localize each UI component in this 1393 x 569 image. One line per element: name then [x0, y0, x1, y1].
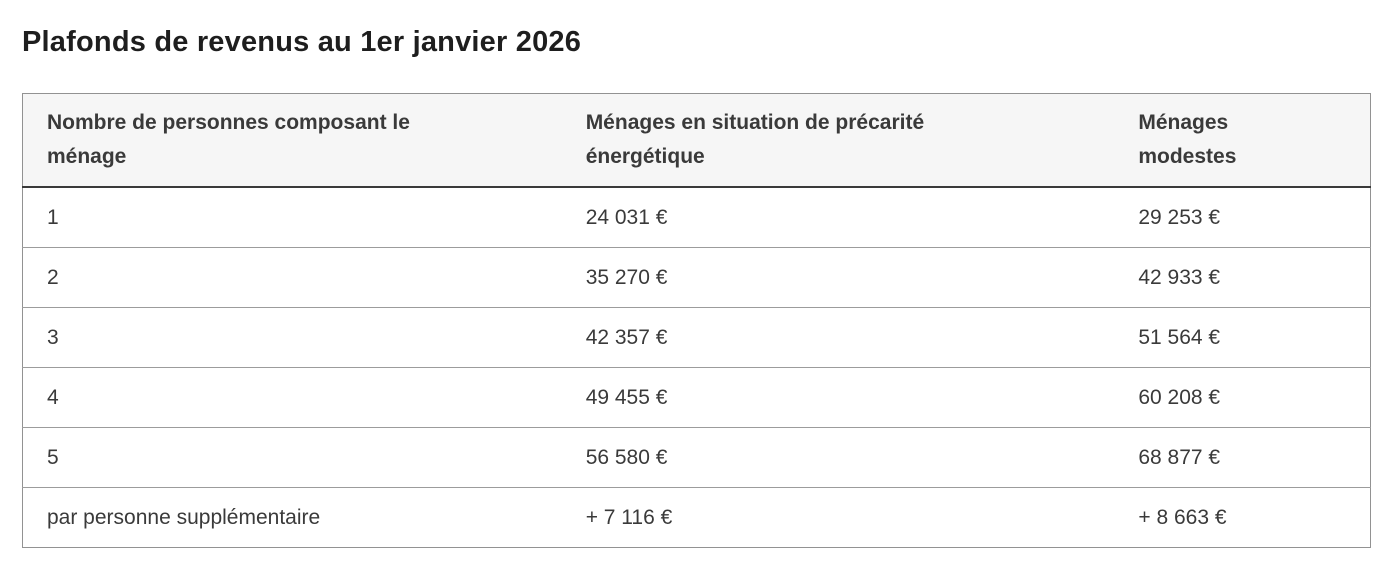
- precarity-ceiling-cell: 35 270 €: [561, 247, 1115, 308]
- column-header-household-size-label: Nombre de personnes composant le ménage: [47, 111, 410, 168]
- income-ceilings-table: Nombre de personnes composant le ménage …: [22, 93, 1371, 548]
- precarity-ceiling-cell: 56 580 €: [561, 427, 1115, 488]
- table-header-row: Nombre de personnes composant le ménage …: [22, 93, 1371, 188]
- column-header-modest-households-label: Ménages modestes: [1138, 111, 1237, 168]
- household-size-cell: 5: [22, 427, 562, 488]
- table-row: 1 24 031 € 29 253 €: [22, 187, 1371, 248]
- household-size-cell: 1: [22, 187, 562, 248]
- household-size-cell: 3: [22, 307, 562, 368]
- modest-ceiling-cell: 51 564 €: [1114, 307, 1371, 368]
- table-row: 5 56 580 € 68 877 €: [22, 427, 1371, 488]
- precarity-ceiling-cell: 49 455 €: [561, 367, 1115, 428]
- modest-ceiling-cell: 42 933 €: [1114, 247, 1371, 308]
- column-header-energy-precarity: Ménages en situation de précarité énergé…: [561, 93, 1115, 188]
- household-size-cell: 2: [22, 247, 562, 308]
- precarity-ceiling-cell: 42 357 €: [561, 307, 1115, 368]
- column-header-household-size: Nombre de personnes composant le ménage: [22, 93, 562, 188]
- table-body: 1 24 031 € 29 253 € 2 35 270 € 42 933 € …: [22, 187, 1371, 548]
- page-title: Plafonds de revenus au 1er janvier 2026: [22, 26, 582, 58]
- household-size-cell: 4: [22, 367, 562, 428]
- table-header: Nombre de personnes composant le ménage …: [22, 93, 1371, 188]
- table-row: 2 35 270 € 42 933 €: [22, 247, 1371, 308]
- precarity-ceiling-cell: 24 031 €: [561, 187, 1115, 248]
- table-row: 3 42 357 € 51 564 €: [22, 307, 1371, 368]
- extra-person-label-cell: par personne supplémentaire: [22, 487, 562, 548]
- modest-ceiling-cell: + 8 663 €: [1114, 487, 1371, 548]
- column-header-modest-households: Ménages modestes: [1114, 93, 1371, 188]
- column-header-energy-precarity-label: Ménages en situation de précarité énergé…: [585, 111, 925, 168]
- modest-ceiling-cell: 68 877 €: [1114, 427, 1371, 488]
- modest-ceiling-cell: 60 208 €: [1114, 367, 1371, 428]
- precarity-ceiling-cell: + 7 116 €: [561, 487, 1115, 548]
- table-row: par personne supplémentaire + 7 116 € + …: [22, 487, 1371, 548]
- modest-ceiling-cell: 29 253 €: [1114, 187, 1371, 248]
- table-row: 4 49 455 € 60 208 €: [22, 367, 1371, 428]
